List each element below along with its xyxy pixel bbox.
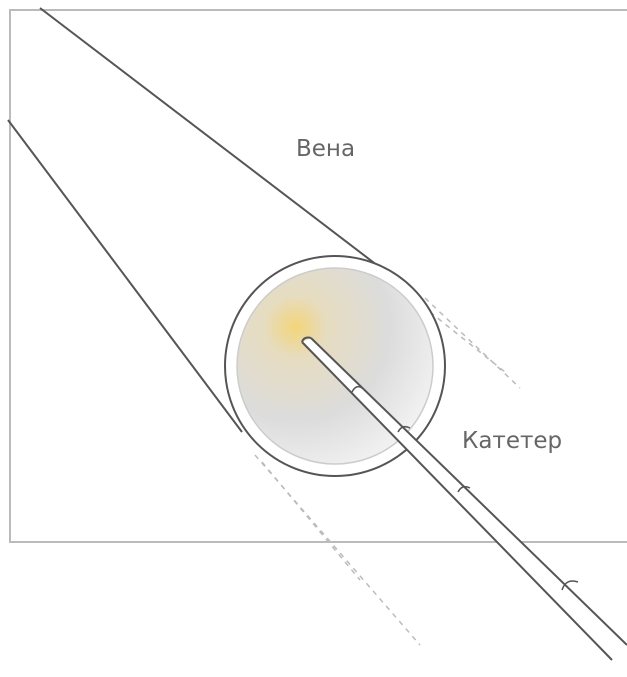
- diagram: Вена Катетер: [0, 0, 627, 677]
- catheter-label: Катетер: [462, 428, 562, 454]
- vein-label: Вена: [296, 136, 355, 162]
- catheter: [302, 338, 627, 669]
